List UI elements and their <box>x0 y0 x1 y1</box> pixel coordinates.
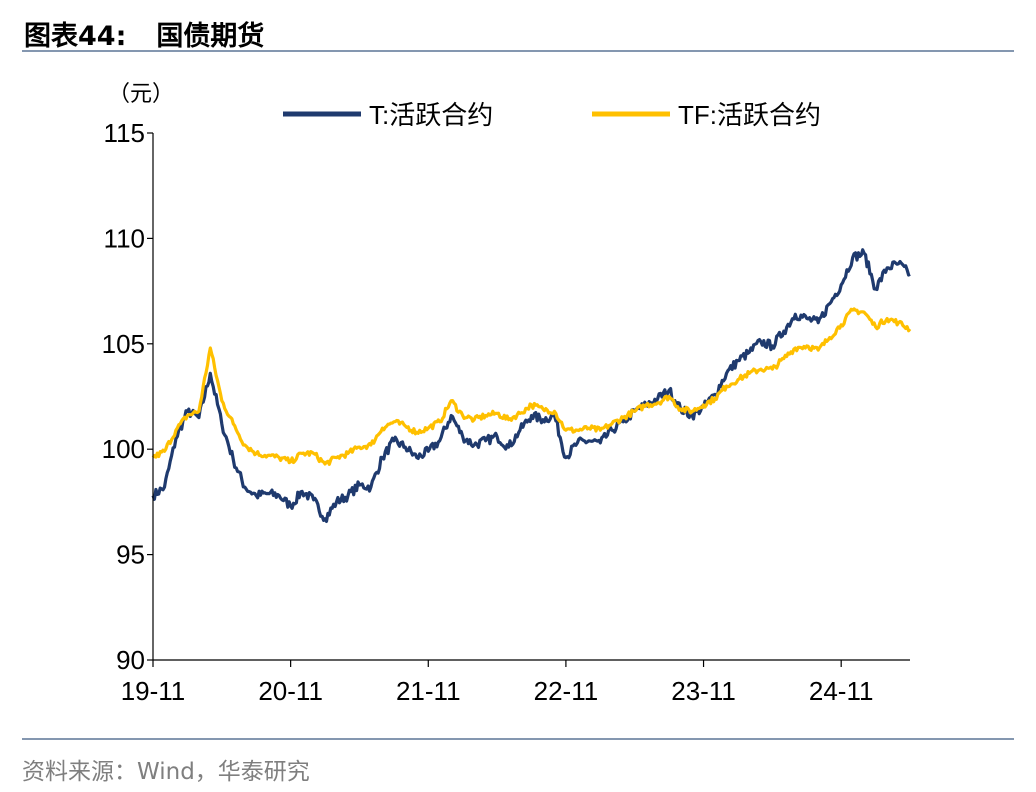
source-note: 资料来源：Wind，华泰研究 <box>22 759 310 785</box>
figure-title-text: 国债期货 <box>156 21 265 52</box>
series-line-t <box>151 248 911 523</box>
y-tick-label: 100 <box>102 434 145 464</box>
x-tick-label: 22-11 <box>534 676 599 706</box>
y-tick-label: 105 <box>102 329 145 359</box>
x-tick-label: 20-11 <box>258 676 323 706</box>
x-tick-label: 21-11 <box>396 676 461 706</box>
legend-label-t: T:活跃合约 <box>369 100 493 130</box>
y-tick-label: 110 <box>104 223 145 253</box>
legend: T:活跃合约 TF:活跃合约 <box>283 100 821 130</box>
legend-label-tf: TF:活跃合约 <box>678 100 821 130</box>
figure-title: 图表44: 国债期货 <box>24 14 264 53</box>
x-tick-label: 19-11 <box>121 676 186 706</box>
source-divider <box>22 738 1014 740</box>
x-tick-label: 24-11 <box>809 676 874 706</box>
series-line-tf <box>151 307 912 466</box>
y-axis-unit-label: （元） <box>108 81 174 106</box>
y-tick-label: 115 <box>104 118 145 148</box>
y-tick-label: 95 <box>116 540 145 570</box>
title-divider <box>22 50 1014 52</box>
x-tick-label: 23-11 <box>671 676 736 706</box>
series-lines <box>151 248 912 523</box>
figure-label: 图表44: <box>24 21 127 52</box>
y-tick-label: 90 <box>116 645 145 675</box>
axes: 90 95 100 105 110 115 19-11 20-11 21-11 22-11 23-1… <box>102 118 910 706</box>
